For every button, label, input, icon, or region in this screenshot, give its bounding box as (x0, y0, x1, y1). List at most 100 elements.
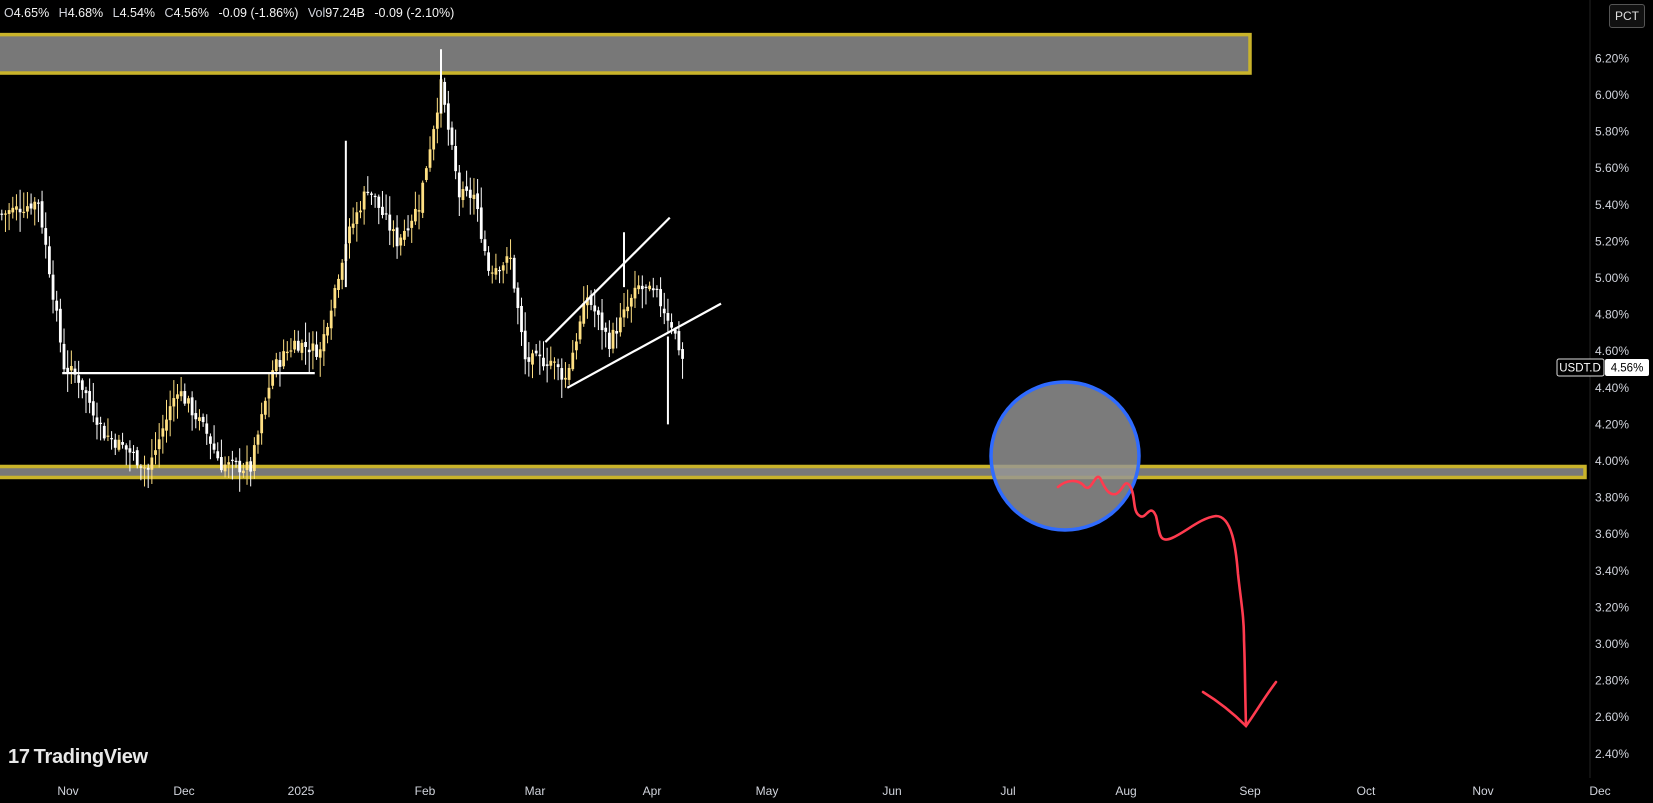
volume-value: 97.24B (325, 6, 365, 20)
candle (307, 332, 311, 373)
candle (538, 340, 542, 375)
demand-zone (0, 464, 1587, 480)
y-tick-label: 3.20% (1595, 600, 1629, 614)
candle (421, 180, 425, 219)
candle (267, 372, 271, 418)
candle (640, 275, 644, 309)
candle (245, 445, 249, 485)
candle (637, 275, 641, 295)
candle (88, 378, 92, 414)
candle (260, 402, 264, 445)
candle (377, 194, 381, 225)
supply-zone (0, 32, 1252, 75)
time-axis[interactable]: Nov Dec 2025 Feb Mar Apr May Jun Jul Aug Sep Oct Nov… (57, 784, 1610, 798)
candle (51, 260, 55, 314)
candle (7, 203, 11, 231)
pct-scale-button[interactable]: PCT (1609, 4, 1645, 28)
candle (373, 193, 377, 208)
last-price-marker: USDT.D 4.56% (1556, 358, 1649, 377)
candle (143, 455, 146, 487)
candle (424, 166, 428, 183)
candle (600, 298, 604, 350)
candle (509, 239, 512, 270)
candle (596, 306, 600, 331)
annotation-layer (989, 380, 1278, 729)
x-tick-label: Feb (415, 784, 436, 798)
y-tick-label: 3.80% (1595, 491, 1629, 505)
candle (165, 399, 168, 443)
candle (223, 456, 227, 478)
candle (527, 342, 531, 377)
candle (249, 456, 253, 487)
candle (146, 463, 150, 489)
x-tick-label: Jun (882, 784, 901, 798)
candle (651, 277, 655, 298)
low-key: L (112, 6, 120, 20)
candle (209, 433, 212, 460)
candle (629, 294, 633, 323)
candle (311, 331, 315, 370)
candle (216, 442, 220, 461)
candle (351, 207, 355, 235)
price-axis[interactable]: 6.20% 6.00% 5.80% 5.60% 5.40% 5.20% 5.00% 4.80%… (1595, 51, 1629, 760)
candle (666, 298, 670, 333)
candle (234, 457, 238, 468)
y-tick-label: 6.20% (1595, 51, 1629, 65)
symbol-tag: USDT.D (1559, 363, 1601, 375)
candle (135, 446, 139, 469)
y-tick-label: 6.00% (1595, 88, 1629, 102)
y-tick-label: 5.80% (1595, 125, 1629, 139)
candle (139, 464, 143, 481)
candle (26, 192, 29, 219)
candle (611, 322, 615, 354)
open-value: 4.65% (13, 6, 50, 20)
candle (417, 194, 421, 230)
candle (359, 201, 362, 219)
candle (11, 196, 15, 219)
candle (4, 210, 7, 232)
candle (435, 97, 439, 144)
candle (413, 191, 417, 225)
candle (230, 450, 234, 480)
candle (102, 422, 106, 441)
y-tick-label: 4.60% (1595, 344, 1629, 358)
y-tick-label: 2.80% (1595, 674, 1629, 688)
x-tick-label: Dec (1589, 784, 1610, 798)
candle (443, 77, 447, 113)
candle (238, 448, 242, 492)
x-tick-label: Nov (1472, 784, 1493, 798)
candle (201, 413, 205, 427)
candle (399, 234, 403, 256)
candle (534, 344, 538, 357)
symbol-tag-box (1556, 358, 1605, 377)
candle (556, 358, 560, 381)
candle (198, 409, 201, 431)
candle (18, 189, 22, 232)
candle (582, 286, 586, 327)
x-tick-label: Aug (1115, 784, 1136, 798)
candle (110, 431, 113, 450)
candle (494, 253, 498, 280)
candle (560, 358, 564, 398)
candle (626, 289, 630, 319)
y-tick-label: 5.00% (1595, 271, 1629, 285)
candle (681, 342, 684, 379)
candle (183, 383, 187, 406)
candle (604, 322, 608, 348)
last-price-box (1605, 359, 1649, 376)
candle (73, 360, 77, 384)
candle (403, 219, 406, 247)
candle (132, 445, 135, 461)
candle (553, 357, 556, 380)
candle (117, 434, 121, 452)
projection-arrow-head (1201, 680, 1278, 729)
open-key: O (4, 6, 14, 20)
y-tick-label: 4.20% (1595, 417, 1629, 431)
candle (468, 177, 472, 215)
candle (285, 341, 289, 361)
y-tick-label: 4.40% (1595, 381, 1629, 395)
candle (329, 299, 333, 340)
y-tick-label: 4.00% (1595, 454, 1629, 468)
candle (523, 312, 527, 375)
